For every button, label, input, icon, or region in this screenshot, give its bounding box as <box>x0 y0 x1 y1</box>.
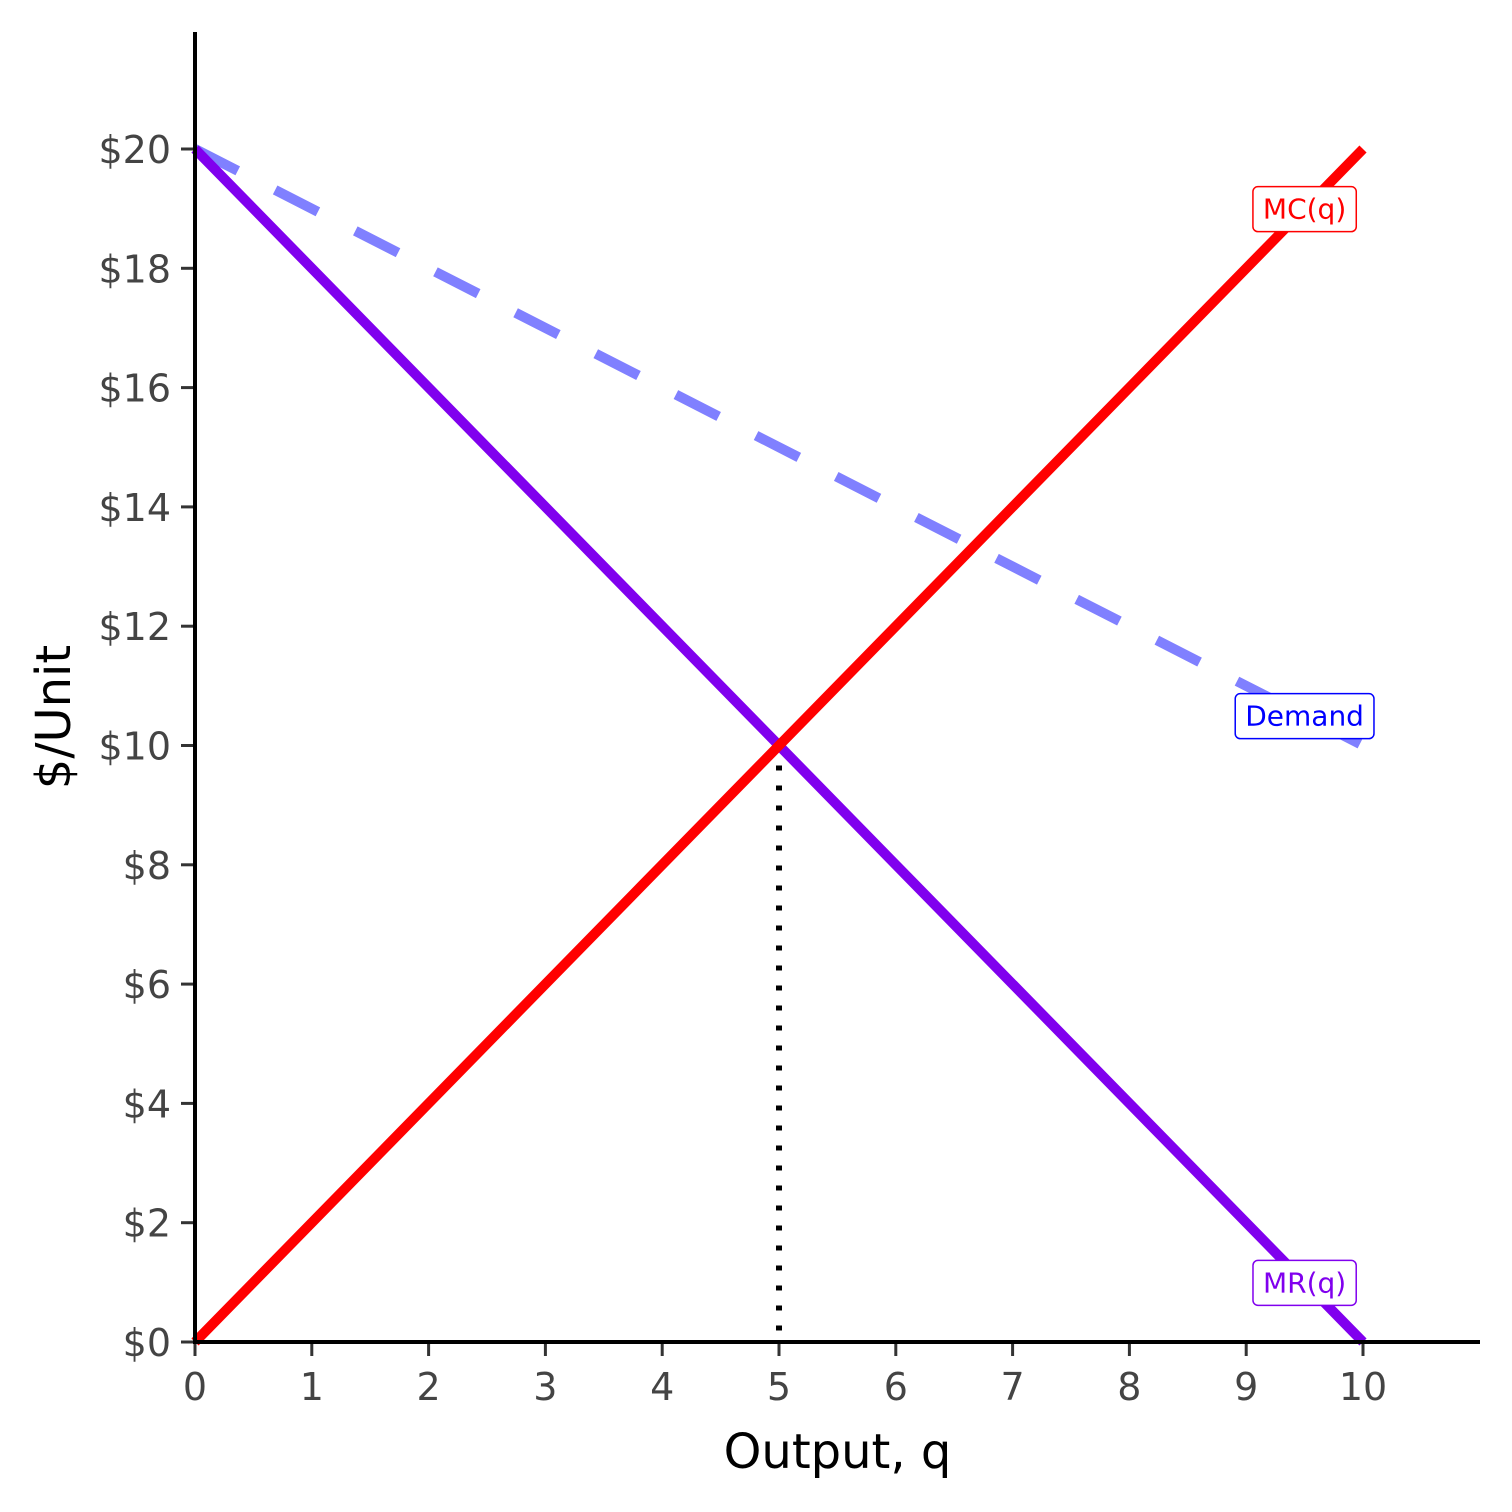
x-tick-label: 1 <box>300 1365 324 1409</box>
y-tick-label: $14 <box>98 486 171 530</box>
x-tick-label: 10 <box>1339 1365 1387 1409</box>
x-tick-label: 3 <box>533 1365 557 1409</box>
x-tick-label: 6 <box>884 1365 908 1409</box>
y-tick-label: $6 <box>123 963 171 1007</box>
series-line-mc-q <box>191 145 1367 1346</box>
x-tick-label: 7 <box>1001 1365 1025 1409</box>
y-tick-label: $16 <box>98 367 171 411</box>
x-tick-label: 5 <box>767 1365 791 1409</box>
x-tick-label: 8 <box>1117 1365 1141 1409</box>
y-tick-label: $0 <box>123 1321 171 1365</box>
series-labels: Demand MR(q) MC(q) <box>1234 185 1375 1307</box>
series-label-text: Demand <box>1245 700 1364 733</box>
axes <box>193 32 1480 1344</box>
series-label-box <box>1252 185 1358 233</box>
series-lines <box>191 144 1367 1346</box>
series-label-text: MC(q) <box>1263 193 1346 226</box>
x-axis-title: Output, q <box>724 1424 952 1480</box>
x-tick-label: 4 <box>650 1365 674 1409</box>
x-tick-label: 2 <box>417 1365 441 1409</box>
series-label-mr-q: MR(q) <box>1252 1259 1357 1307</box>
series-label-box <box>1252 1259 1357 1307</box>
series-label-mc-q: MC(q) <box>1252 185 1358 233</box>
series-line-demand <box>192 144 1366 750</box>
series-label-text: MR(q) <box>1263 1266 1346 1299</box>
y-tick-label: $4 <box>123 1082 171 1126</box>
series-label-box <box>1234 692 1375 740</box>
y-tick-label: $18 <box>98 247 171 291</box>
y-tick-label: $2 <box>123 1202 171 1246</box>
y-tick-label: $20 <box>98 128 171 172</box>
y-axis-title: $/Unit <box>26 645 82 789</box>
series-label-demand: Demand <box>1234 692 1375 740</box>
x-axis-ticks: 0 1 2 3 4 5 6 7 8 9 10 <box>183 1342 1387 1409</box>
x-tick-label: 0 <box>183 1365 207 1409</box>
x-tick-label: 9 <box>1234 1365 1258 1409</box>
y-axis-ticks: $0 $2 $4 $6 $8 $10 $12 $14 $16 $18 $20 <box>98 128 195 1365</box>
y-tick-label: $10 <box>98 725 171 769</box>
y-tick-label: $8 <box>123 844 171 888</box>
y-tick-label: $12 <box>98 605 171 649</box>
